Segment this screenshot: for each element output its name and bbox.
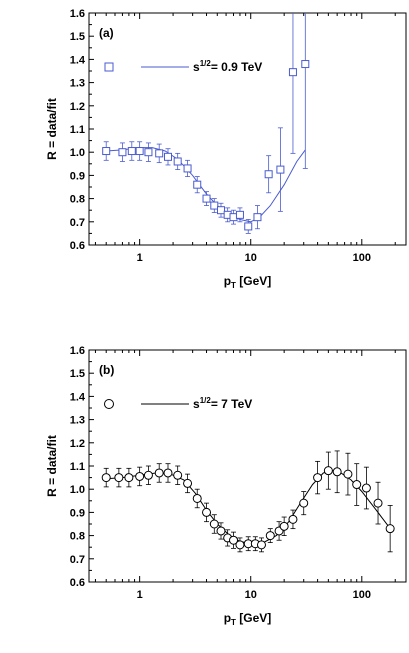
x-tick-label: 1 xyxy=(137,589,143,601)
legend-label: s1/2= 7 TeV xyxy=(193,396,252,411)
y-tick-label: 1.4 xyxy=(70,391,86,403)
data-point xyxy=(299,498,309,508)
data-point xyxy=(124,473,134,483)
legend-marker xyxy=(104,62,114,72)
x-tick-label: 1 xyxy=(137,252,143,264)
data-point xyxy=(244,222,253,231)
y-tick-label: 1.1 xyxy=(70,461,85,473)
data-point xyxy=(288,514,298,524)
plot-frame xyxy=(88,12,407,246)
data-point xyxy=(192,493,202,503)
data-point xyxy=(276,165,285,174)
data-point xyxy=(183,478,193,488)
x-axis-label: pT [GeV] xyxy=(224,611,272,627)
data-point xyxy=(352,480,362,490)
chart-panel-a: 0.6 0.7 0.8 0.9 1.0 1.1 1.2 1.3 1.4 1.5 1.6 1 10 100 R… xyxy=(45,8,407,290)
y-tick-label: 1.2 xyxy=(70,101,85,113)
data-point xyxy=(193,180,202,189)
data-layer xyxy=(102,13,310,234)
data-point xyxy=(210,201,219,210)
data-point xyxy=(127,147,136,156)
y-tick-label: 1.4 xyxy=(70,54,86,66)
data-point xyxy=(235,540,245,550)
x-tick-label: 10 xyxy=(245,589,257,601)
x-tick-label: 100 xyxy=(353,252,371,264)
data-point xyxy=(301,60,310,69)
data-point xyxy=(332,467,342,477)
data-point xyxy=(118,148,127,157)
y-tick-label: 1.5 xyxy=(70,31,85,43)
y-tick-label: 0.7 xyxy=(70,217,85,229)
data-point xyxy=(323,466,333,476)
y-tick-label: 1.6 xyxy=(70,8,85,20)
data-point xyxy=(183,164,192,173)
y-tick-label: 1.1 xyxy=(70,124,85,136)
y-tick-label: 1.6 xyxy=(70,345,85,357)
data-point xyxy=(256,540,266,550)
data-point xyxy=(265,531,275,541)
data-point xyxy=(361,483,371,493)
chart-panel-b: 0.6 0.7 0.8 0.9 1.0 1.1 1.2 1.3 1.4 1.5 1.6 1 10 100 R… xyxy=(45,345,407,627)
x-axis-label: pT [GeV] xyxy=(224,274,272,290)
y-tick-label: 0.6 xyxy=(70,240,85,252)
legend-label: s1/2= 0.9 TeV xyxy=(193,59,262,74)
data-point xyxy=(373,498,383,508)
y-tick-label: 0.9 xyxy=(70,507,85,519)
y-tick-label: 1.0 xyxy=(70,484,85,496)
x-tick-label: 10 xyxy=(245,252,257,264)
data-point xyxy=(385,524,395,534)
data-point xyxy=(209,519,219,529)
data-point xyxy=(144,148,153,157)
data-point xyxy=(313,473,323,483)
y-tick-label: 1.2 xyxy=(70,438,85,450)
data-point xyxy=(173,157,182,166)
panel-label: (a) xyxy=(99,26,114,40)
y-axis-label: R = data/fit xyxy=(45,98,59,160)
data-point xyxy=(279,521,289,531)
panel-label: (b) xyxy=(99,363,114,377)
data-point xyxy=(143,470,153,480)
data-point xyxy=(235,210,244,219)
y-tick-label: 0.7 xyxy=(70,554,85,566)
fit-curve xyxy=(106,147,306,223)
data-point xyxy=(343,469,353,479)
data-point xyxy=(202,507,212,517)
data-point xyxy=(163,468,173,478)
data-point xyxy=(102,147,111,156)
data-point xyxy=(154,468,164,478)
data-point xyxy=(101,473,111,483)
y-tick-label: 0.8 xyxy=(70,194,85,206)
y-tick-label: 1.0 xyxy=(70,147,85,159)
data-layer xyxy=(101,450,395,553)
data-point xyxy=(173,470,183,480)
data-point xyxy=(216,526,226,536)
x-tick-label: 100 xyxy=(353,589,371,601)
data-point xyxy=(114,473,124,483)
data-point xyxy=(288,68,297,77)
y-tick-label: 0.8 xyxy=(70,531,85,543)
data-point xyxy=(155,149,164,158)
data-point xyxy=(253,213,262,222)
data-point xyxy=(135,471,145,481)
y-tick-label: 1.5 xyxy=(70,368,85,380)
data-point xyxy=(135,147,144,156)
data-point xyxy=(264,170,273,179)
y-axis-label: R = data/fit xyxy=(45,435,59,497)
legend-marker xyxy=(104,399,114,409)
data-point xyxy=(216,206,225,215)
data-point xyxy=(229,535,239,545)
y-tick-label: 1.3 xyxy=(70,415,85,427)
data-point xyxy=(163,152,172,161)
y-tick-label: 0.6 xyxy=(70,577,85,589)
y-tick-label: 1.3 xyxy=(70,78,85,90)
y-tick-label: 0.9 xyxy=(70,170,85,182)
data-point xyxy=(202,194,211,203)
